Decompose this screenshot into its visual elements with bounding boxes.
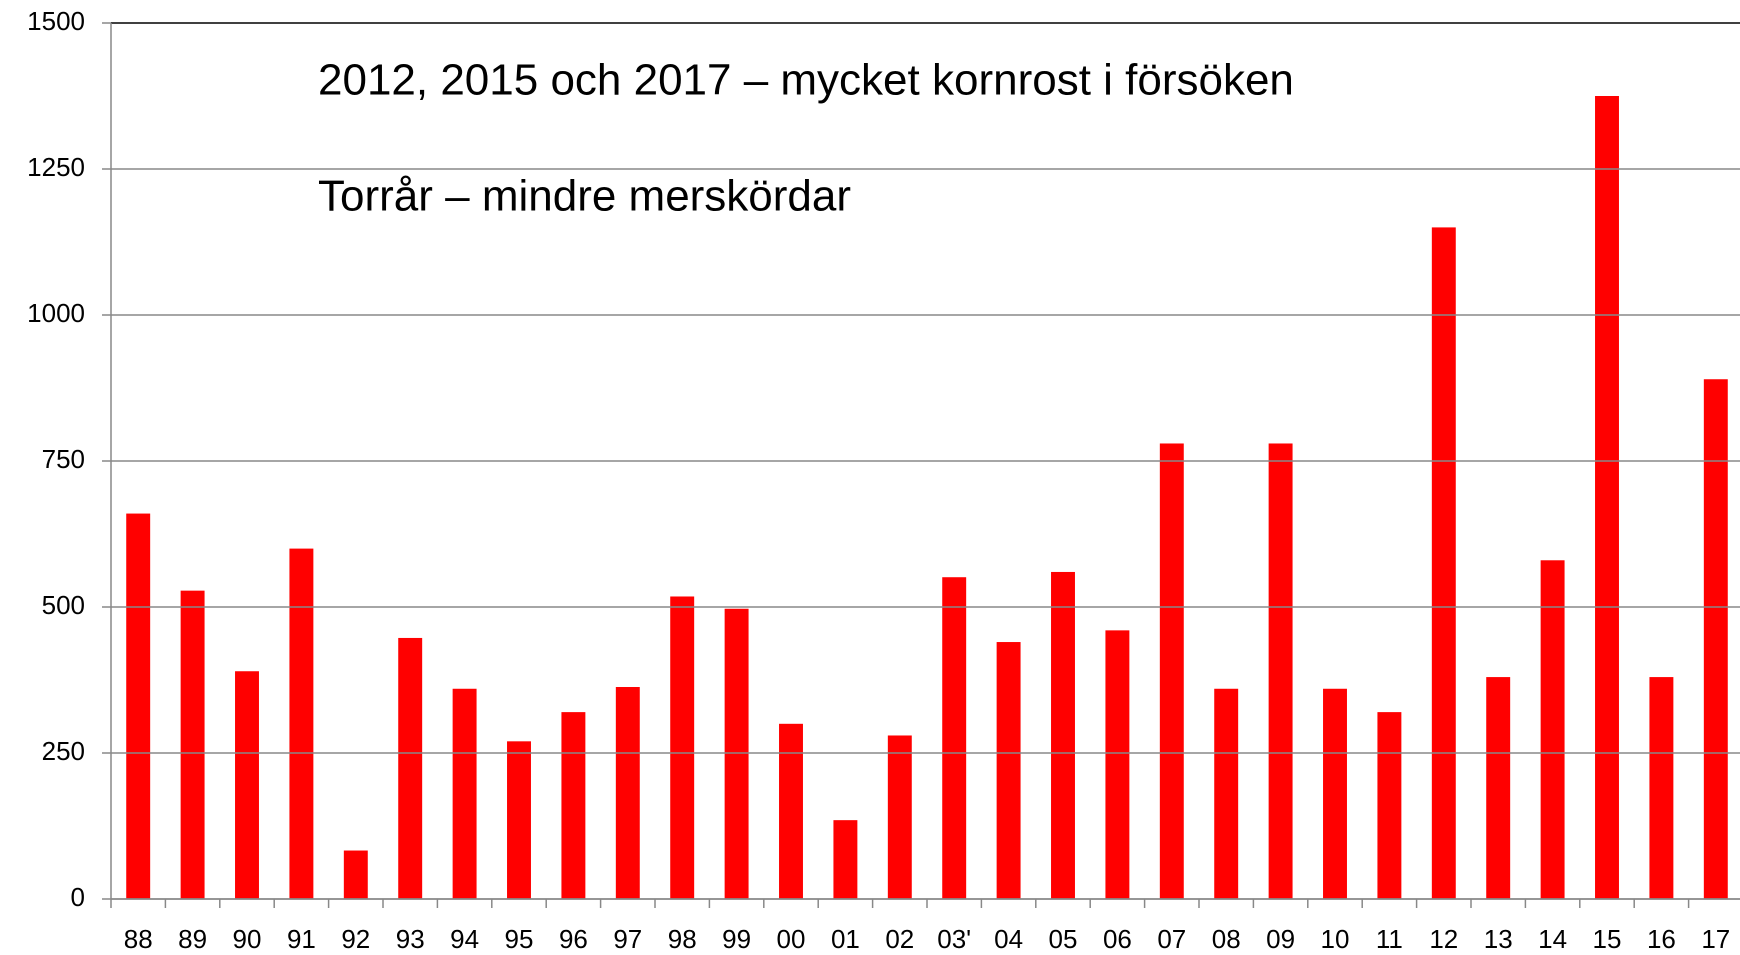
- x-tick-label: 16: [1647, 924, 1676, 954]
- bar: [996, 642, 1021, 899]
- bar: [724, 608, 749, 899]
- bar: [1051, 571, 1075, 899]
- x-tick-label: 15: [1593, 924, 1622, 954]
- x-tick-label: 94: [450, 924, 479, 954]
- x-tick-label: 06: [1103, 924, 1132, 954]
- bar: [1323, 688, 1347, 899]
- x-tick-label: 10: [1321, 924, 1350, 954]
- x-tick-label: 95: [505, 924, 534, 954]
- bar: [942, 577, 967, 899]
- x-tick-label: 07: [1157, 924, 1186, 954]
- x-tick-label: 09: [1266, 924, 1295, 954]
- x-tick-label: 01: [831, 924, 860, 954]
- y-tick-label: 250: [42, 736, 85, 766]
- bar: [670, 596, 695, 899]
- bar: [1540, 560, 1565, 899]
- bar: [452, 688, 477, 899]
- y-tick-label: 500: [42, 590, 85, 620]
- bar: [561, 712, 586, 899]
- annotation: 2012, 2015 och 2017 – mycket kornrost i …: [318, 56, 1294, 105]
- bar: [887, 735, 912, 899]
- x-tick-label: 90: [233, 924, 262, 954]
- x-tick-label: 89: [178, 924, 207, 954]
- x-tick-label: 92: [341, 924, 370, 954]
- bar: [779, 723, 803, 899]
- x-tick-label: 17: [1701, 924, 1730, 954]
- x-tick-label: 91: [287, 924, 316, 954]
- x-tick-label: 97: [613, 924, 642, 954]
- x-tick-label: 13: [1484, 924, 1513, 954]
- y-tick-label: 1250: [27, 152, 85, 182]
- bar: [507, 741, 531, 899]
- bar: [1268, 443, 1293, 899]
- x-tick-label: 98: [668, 924, 697, 954]
- bar: [1159, 443, 1184, 899]
- x-tick-label: 08: [1212, 924, 1241, 954]
- x-tick-label: 93: [396, 924, 425, 954]
- x-tick-label: 96: [559, 924, 588, 954]
- bar: [398, 637, 423, 899]
- x-tick-label: 99: [722, 924, 751, 954]
- annotation: Torrår – mindre merskördar: [318, 172, 851, 221]
- x-tick-label: 04: [994, 924, 1023, 954]
- bar: [1431, 227, 1456, 899]
- bar: [1649, 677, 1674, 899]
- x-tick-label: 05: [1049, 924, 1078, 954]
- y-tick-label: 1000: [27, 298, 85, 328]
- bar: [1486, 677, 1511, 899]
- bar: [1595, 96, 1619, 899]
- bar: [1214, 688, 1239, 899]
- bar: [615, 687, 640, 899]
- x-tick-label: 02: [885, 924, 914, 954]
- bar: [343, 850, 368, 899]
- y-tick-label: 1500: [27, 6, 85, 36]
- x-tick-label: 00: [777, 924, 806, 954]
- bar: [289, 548, 314, 899]
- bar: [1377, 712, 1402, 899]
- bar: [1105, 630, 1130, 899]
- y-tick-label: 750: [42, 444, 85, 474]
- x-tick-label: 03': [937, 924, 971, 954]
- bar: [1703, 379, 1728, 899]
- y-tick-label: 0: [71, 882, 85, 912]
- x-tick-label: 14: [1538, 924, 1567, 954]
- x-tick-label: 88: [124, 924, 153, 954]
- bar: [126, 513, 151, 899]
- bar: [180, 590, 205, 899]
- bar: [235, 671, 259, 899]
- x-tick-label: 11: [1376, 924, 1403, 954]
- bar: [833, 820, 858, 899]
- x-tick-label: 12: [1429, 924, 1458, 954]
